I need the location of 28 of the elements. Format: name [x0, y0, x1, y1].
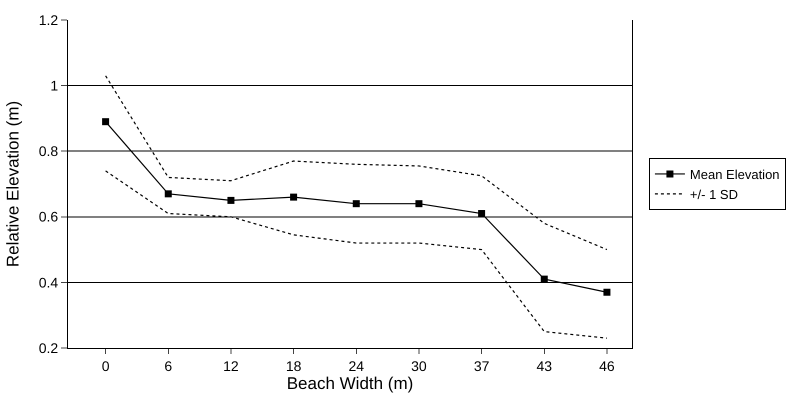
y-tick-label: 0.2 — [38, 340, 58, 356]
y-tick-label: 1 — [50, 78, 58, 94]
x-tick-label: 37 — [474, 358, 490, 374]
x-tick-label: 30 — [411, 358, 427, 374]
y-tick-label: 1.2 — [38, 12, 58, 28]
point — [352, 200, 360, 208]
x-tick-label: 6 — [164, 358, 172, 374]
y-tick-label: 0.8 — [38, 143, 58, 160]
legend-label: Mean Elevation — [690, 167, 780, 182]
x-tick-label: 46 — [599, 358, 615, 374]
y-axis-title: Relative Elevation (m) — [3, 100, 22, 268]
point — [603, 288, 610, 296]
point — [227, 196, 234, 204]
x-tick-label: 24 — [348, 358, 364, 374]
point — [164, 190, 172, 198]
x-tick-label: 12 — [223, 358, 239, 374]
point — [415, 200, 422, 208]
point — [290, 194, 298, 201]
x-axis-title: Beach Width (m) — [286, 374, 414, 393]
legend-label: +/- 1 SD — [690, 186, 738, 202]
point — [540, 276, 548, 283]
y-tick-label: 0.4 — [38, 274, 58, 290]
point — [478, 210, 486, 218]
point — [102, 118, 110, 126]
x-tick-label: 43 — [536, 358, 552, 374]
x-tick-label: 18 — [286, 358, 302, 374]
x-tick-label: 0 — [102, 358, 110, 374]
y-tick-label: 0.6 — [38, 208, 58, 225]
